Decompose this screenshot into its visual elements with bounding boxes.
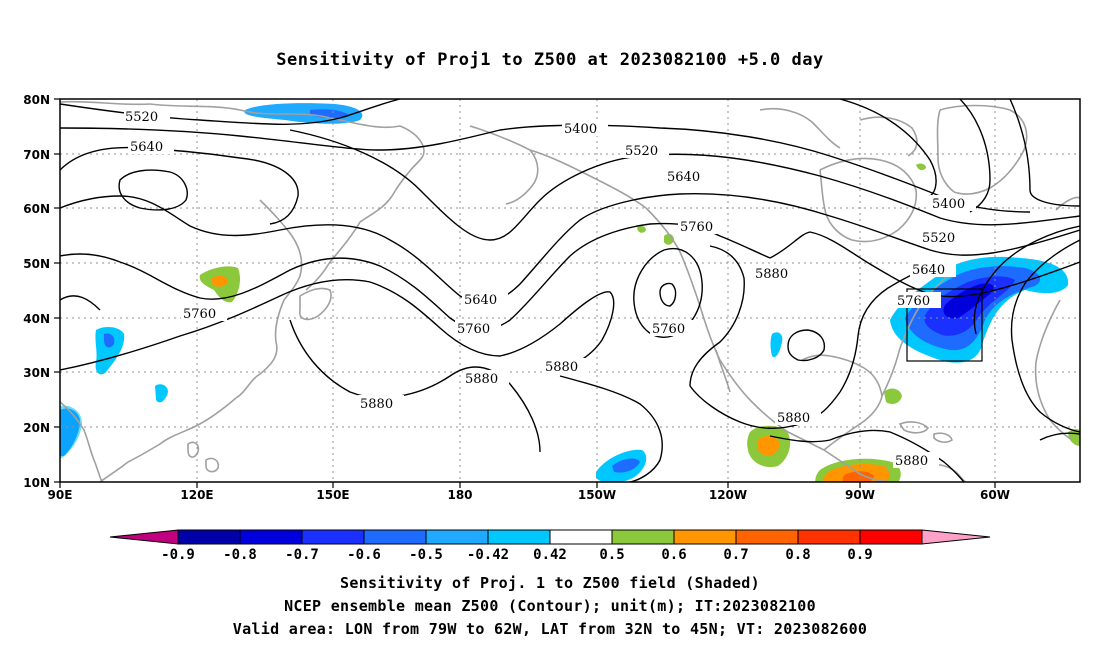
lat-tick-label: 30N [23,366,50,380]
contour-label-group: 5520 5640 5400 5520 5640 5760 5400 5520 … [124,108,976,469]
colorbar-swatch [611,529,675,545]
lat-tick-label: 50N [23,257,50,271]
sensitivity-region-manchuria-core [212,275,228,287]
chart-title: Sensitivity of Proj1 to Z500 at 20230821… [276,50,824,70]
colorbar-label: -0.5 [409,547,443,563]
sensitivity-shading [60,103,1080,482]
colorbar-swatch [301,529,365,545]
colorbar-label: 0.42 [533,547,567,563]
contour-label: 5520 [125,110,158,125]
valid-area-box [906,288,983,362]
colorbar-label: -0.42 [467,547,509,563]
lat-tick-label: 60N [23,202,50,216]
sensitivity-region-bahamas [884,388,902,404]
contour-label: 5760 [183,307,216,322]
lat-tick-label: 20N [23,421,50,435]
colorbar-label: 0.5 [599,547,624,563]
colorbar-swatch [363,529,427,545]
colorbar-swatch [673,529,737,545]
lon-tick-label: 90E [48,488,73,502]
sensitivity-region-greenland [916,163,926,171]
contour-label: 5640 [130,140,163,155]
sensitivity-region-caribbean-max [842,471,874,482]
contour-label: 5400 [564,122,597,137]
lon-tick-label: 90W [845,488,875,502]
colorbar-label: -0.6 [347,547,381,563]
contour-label: 5760 [652,322,685,337]
lat-tick-labels: 80N 70N 60N 50N 40N 30N 20N 10N [23,93,50,490]
colorbar-label: 0.8 [785,547,810,563]
colorbar-swatch [797,529,861,545]
colorbar-label: -0.9 [161,547,195,563]
lat-tick-label: 70N [23,148,50,162]
contour-label: 5520 [625,144,658,159]
sensitivity-region-mexico-core [757,436,780,456]
colorbar-swatch [549,529,613,545]
colorbar-swatch [425,529,489,545]
lon-tick-label: 150E [316,488,349,502]
contour-label: 5760 [897,294,930,309]
lat-tick-label: 40N [23,312,50,326]
contour-label: 5760 [457,322,490,337]
lon-tick-label: 150W [578,488,616,502]
contour-label: 5760 [680,220,713,235]
contour-label: 5640 [667,170,700,185]
grid-lines [60,99,1080,482]
sensitivity-region-indochina-core [104,333,115,348]
lon-tick-label: 120E [180,488,213,502]
colorbar-label: 0.9 [847,547,872,563]
sensitivity-region-eastern-pacific-core [612,458,640,473]
coastlines [60,100,1080,482]
lon-tick-label: 60W [980,488,1010,502]
colorbar-label: 0.6 [661,547,686,563]
z500-contours [60,99,1080,482]
colorbar-swatch [487,529,551,545]
contour-label: 5640 [912,263,945,278]
caption-valid-area: Valid area: LON from 79W to 62W, LAT fro… [232,620,868,638]
contour-label: 5880 [755,267,788,282]
contour-label: 5520 [922,231,955,246]
contour-label: 5880 [895,454,928,469]
contour-label: 5880 [777,411,810,426]
colorbar-label: 0.7 [723,547,748,563]
colorbar-swatch [239,529,303,545]
lat-tick-label: 10N [23,476,50,490]
contour-label: 5880 [465,372,498,387]
lon-tick-label: 120W [709,488,747,502]
colorbar-arrow-high [921,529,991,545]
colorbar-label: -0.7 [285,547,319,563]
colorbar-label: -0.8 [223,547,257,563]
lon-tick-labels: 90E 120E 150E 180 150W 120W 90W 60W [48,488,1010,502]
contour-label: 5880 [360,397,393,412]
sensitivity-region-sea [155,384,168,403]
map-frame [59,98,1081,483]
colorbar-arrow-low [109,529,179,545]
caption-contour: NCEP ensemble mean Z500 (Contour); unit(… [284,597,816,615]
caption-shaded: Sensitivity of Proj. 1 to Z500 field (Sh… [340,574,760,592]
contour-label: 5400 [932,197,965,212]
colorbar-swatch [177,529,241,545]
sensitivity-region-gulf [770,332,783,358]
map-plot-area: 5520 5640 5400 5520 5640 5760 5400 5520 … [60,99,1080,482]
colorbar: -0.9 -0.8 -0.7 -0.6 -0.5 -0.42 0.42 0.5 0.6 0.7 0.… [109,529,991,563]
axis-ticks [54,98,996,488]
lat-tick-label: 80N [23,93,50,107]
sensitivity-region-indochina [95,326,125,375]
colorbar-swatch [735,529,799,545]
lon-tick-label: 180 [447,488,472,502]
contour-label: 5880 [545,360,578,375]
colorbar-swatch [859,529,923,545]
contour-label: 5640 [464,293,497,308]
sensitivity-region-gulf-of-alaska [637,225,646,233]
